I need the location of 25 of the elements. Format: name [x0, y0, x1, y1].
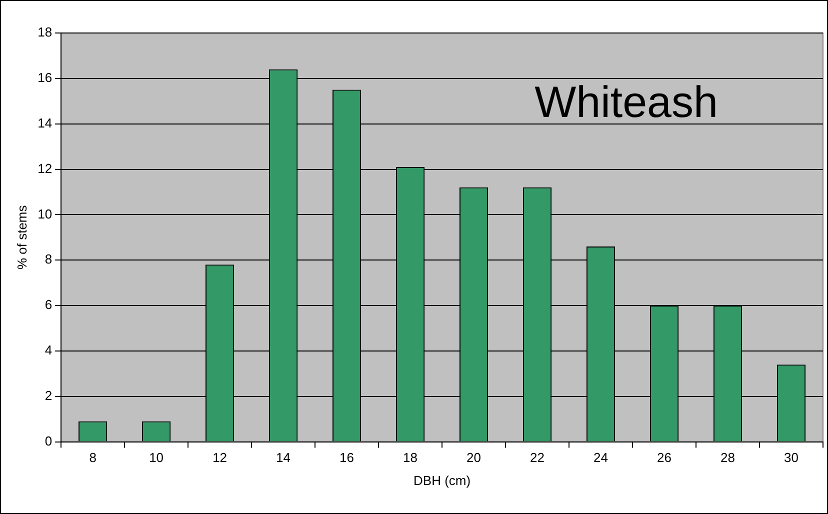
x-tick-label: 12	[212, 450, 228, 466]
x-tick-label: 28	[720, 450, 735, 466]
x-tick-label: 24	[594, 450, 608, 466]
text: Whiteash	[534, 78, 718, 128]
x-tick-label: 8	[89, 450, 96, 466]
y-tick-label: 2	[44, 388, 52, 403]
x-tick-label: 30	[784, 450, 798, 466]
y-tick-label: 4	[44, 342, 52, 358]
y-tick-label: 18	[38, 24, 52, 40]
x-tick-label: 16	[340, 450, 354, 466]
y-tick-label: 6	[44, 297, 52, 312]
x-tick-label: 22	[530, 450, 545, 466]
y-tick-label: 12	[38, 160, 52, 176]
x-tick-label: 26	[657, 450, 672, 466]
x-tick-label: 18	[403, 450, 418, 466]
x-tick-label: 20	[466, 450, 482, 466]
x-tick-label: 10	[149, 450, 164, 466]
y-tick-label: 16	[38, 70, 52, 85]
y-tick-label: 10	[38, 206, 52, 222]
x-axis-title: DBH (cm)	[414, 472, 471, 488]
x-tick-label: 14	[276, 450, 291, 466]
y-tick-label: 8	[44, 252, 52, 267]
y-tick-label: 14	[38, 115, 52, 130]
y-axis-title: % of stems	[14, 204, 30, 270]
y-tick-label: 0	[44, 433, 52, 448]
